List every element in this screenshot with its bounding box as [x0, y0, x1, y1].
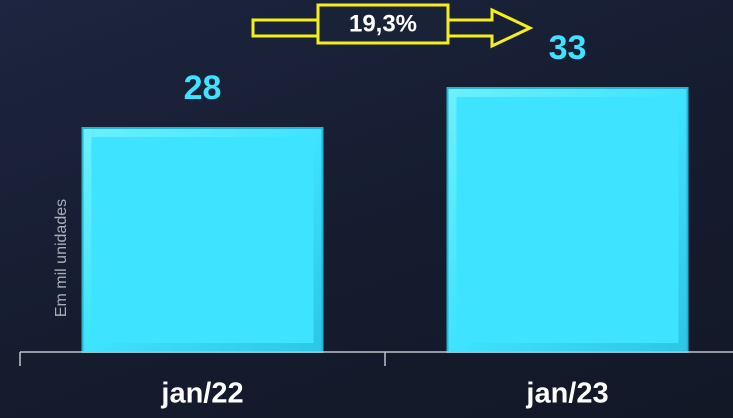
- bar-bevel: [91, 137, 314, 343]
- annotation: 19,3%: [349, 10, 417, 37]
- x-tick-label: jan/23: [525, 378, 608, 410]
- arrow-head: [446, 7, 534, 49]
- annotation-box: [316, 3, 450, 45]
- value-label: 33: [549, 29, 587, 67]
- x-tick-label: jan/22: [160, 378, 243, 410]
- y-axis-label: Em mil unidades: [53, 199, 70, 317]
- arrow-tail: [251, 18, 320, 38]
- value-label: 28: [184, 69, 222, 107]
- bar-bevel: [456, 97, 679, 343]
